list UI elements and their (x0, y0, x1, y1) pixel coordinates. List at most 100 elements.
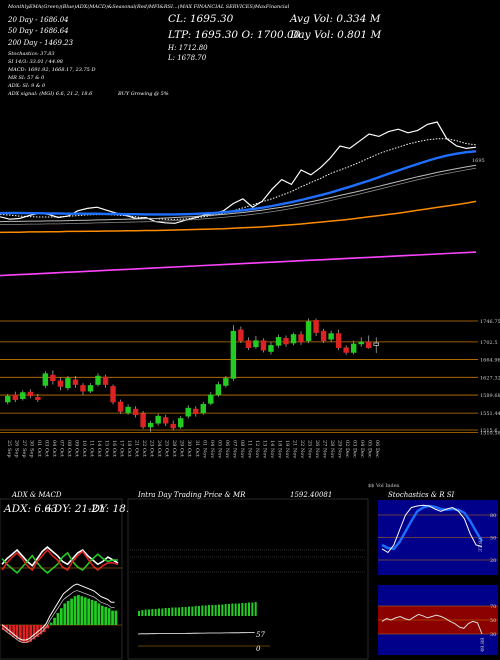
candle-body (125, 406, 131, 414)
candle-body (35, 396, 41, 400)
mr-bar (151, 609, 154, 616)
candle-body (268, 345, 274, 352)
candle-body (117, 401, 124, 412)
date-label: 02 Dec (344, 440, 350, 458)
date-label: 19 Nov (284, 440, 290, 458)
header-close: CL: 1695.30 (168, 13, 234, 25)
price-panel-label: $$ Vol Index (368, 483, 400, 489)
macd-bar (32, 625, 36, 640)
mr-bar (228, 604, 230, 616)
ma-series-ma20 (0, 138, 477, 220)
macd-bar (70, 598, 73, 625)
date-label: 12 Nov (254, 440, 260, 458)
candle-body (320, 330, 327, 341)
date-label: 28 Oct (171, 440, 177, 457)
date-label: 14 Nov (269, 440, 275, 458)
mr-bar (194, 606, 197, 616)
mr-bar (241, 603, 244, 616)
mr-bar (254, 602, 257, 616)
candle-body (343, 347, 349, 353)
mr-line (137, 632, 255, 635)
header-si: SI 14/3: 33.01 / 44.98 (8, 59, 63, 65)
header-stochastics: Stochastics: 37.83 (8, 51, 55, 57)
date-label: 09 Oct (73, 440, 79, 457)
header-ma50: 50 Day - 1686.64 (8, 27, 69, 35)
mr-bar (141, 610, 144, 616)
date-label: 08 Nov (239, 440, 245, 458)
rsi-readout: 49.88 (480, 638, 486, 652)
mr-bar (204, 605, 207, 616)
header-ltp: LTP: 1695.30 O: 1700.00 (167, 29, 301, 41)
mr-bar (238, 603, 240, 616)
date-label: 25 Nov (307, 440, 313, 458)
rsi-level-label: 70 (490, 604, 496, 610)
macd-signal-line (1, 590, 115, 643)
macd-bar (66, 601, 70, 625)
date-label: 28 Nov (329, 440, 335, 458)
date-label: 31 Oct (194, 440, 200, 457)
mr-bar (158, 608, 160, 616)
macd-bar (15, 625, 19, 640)
candle-body (57, 380, 64, 387)
candle-body (27, 391, 34, 397)
macd-bar (107, 608, 111, 625)
header-ma20: 20 Day - 1686.04 (7, 16, 69, 24)
date-label: 05 Dec (367, 440, 373, 458)
mr-bar (234, 603, 237, 616)
macd-bar (63, 603, 67, 625)
candle-body (223, 378, 229, 386)
macd-bar (60, 608, 63, 625)
mr-bar (181, 607, 184, 616)
candle-body (42, 373, 49, 386)
macd-bar (8, 625, 12, 635)
date-label: 11 Oct (88, 440, 94, 457)
mr-bar (161, 608, 164, 616)
macd-bar (114, 610, 118, 625)
mr-bar (154, 609, 157, 616)
mr-bar (191, 606, 194, 616)
date-label: 15 Oct (104, 440, 110, 457)
ma-end-label: 1695 (472, 158, 485, 164)
rsi-level-label: 30 (490, 632, 496, 638)
mr-bar (244, 603, 247, 616)
candle-body (290, 334, 297, 344)
stoch-d-line (381, 504, 484, 551)
date-label: 07 Nov (231, 440, 237, 458)
candle-body (305, 321, 312, 341)
candle-body (155, 415, 161, 424)
mr-bar (144, 609, 147, 616)
date-label: 25 Oct (164, 440, 170, 457)
macd-line (1, 583, 115, 641)
macd-bar (39, 625, 43, 635)
candle-body (65, 378, 71, 389)
date-label: 24 Oct (156, 440, 162, 457)
adx-panel-title: ADX & MACD (11, 491, 62, 499)
level-label: 1510.58 (480, 430, 500, 436)
mr-bar (188, 606, 190, 616)
date-label: 06 Nov (224, 440, 230, 458)
date-label: 04 Dec (359, 440, 365, 458)
date-label: 04 Nov (209, 440, 215, 458)
header-macd: MACD: 1691.92, 1668.17, 23.75 D (7, 67, 95, 73)
date-label: 17 Oct (119, 440, 125, 457)
level-label: 1702.5 (480, 340, 498, 346)
ma-series-ma50 (0, 150, 477, 216)
ma-series-ma100 (0, 164, 477, 223)
ma-series-ma100-shadow (0, 167, 477, 225)
date-label: 29 Oct (179, 440, 185, 457)
header-adx-signal: ADX signal: (MGI) 6.6, 21.2, 18.6 (7, 90, 93, 97)
candle-body (366, 341, 372, 349)
date-label: 25 Sep (6, 440, 12, 458)
macd-bar (100, 605, 104, 625)
mr-bar (208, 605, 210, 616)
date-label: 10 Oct (81, 440, 87, 457)
header-avg-vol: Avg Vol: 0.334 M (289, 13, 381, 25)
macd-bar (104, 607, 108, 625)
candlestick-panel: 1746.75 1702.5 1664.96 1627.32 1589.68 1551.4… (0, 318, 500, 458)
date-label: 13 Nov (261, 440, 267, 458)
macd-bar (73, 596, 77, 625)
candle-body (208, 394, 214, 404)
date-label: 03 Oct (43, 440, 49, 457)
candle-body (132, 408, 139, 416)
candle-body (215, 384, 222, 396)
